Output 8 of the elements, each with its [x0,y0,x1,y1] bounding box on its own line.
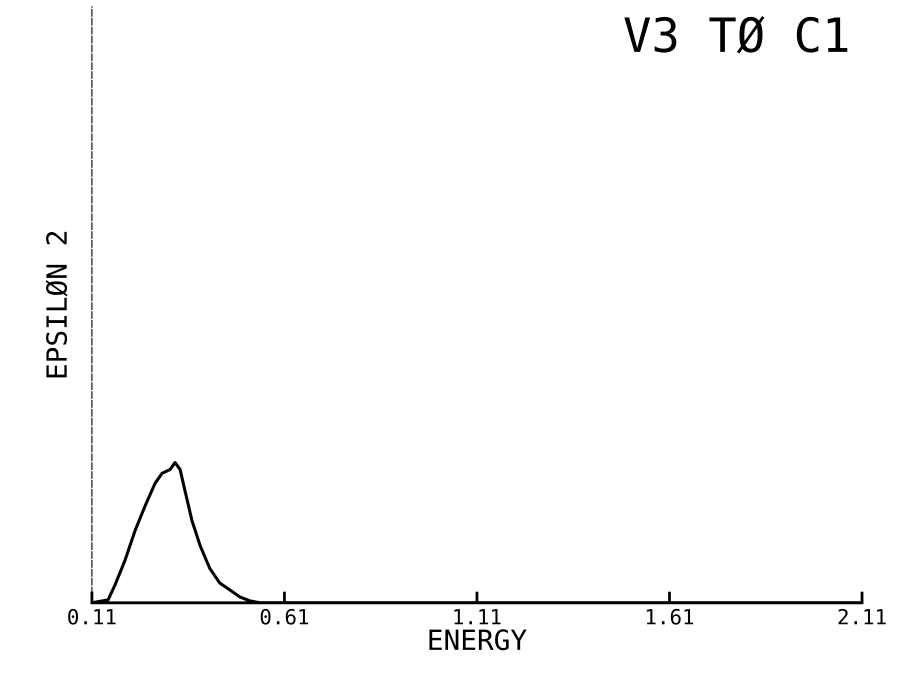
y-axis-title: EPSILØN 2 [46,232,68,378]
chart-title: V3 TØ C1 [624,16,848,54]
x-tick-label: 1.61 [646,608,694,625]
x-tick-label: 2.11 [838,608,886,624]
x-axis-title: ENERGY [429,629,527,650]
x-tick-label: 1.11 [454,609,501,624]
x-tick-label: 0.61 [260,608,308,625]
x-tick-label: 0.11 [68,608,116,625]
